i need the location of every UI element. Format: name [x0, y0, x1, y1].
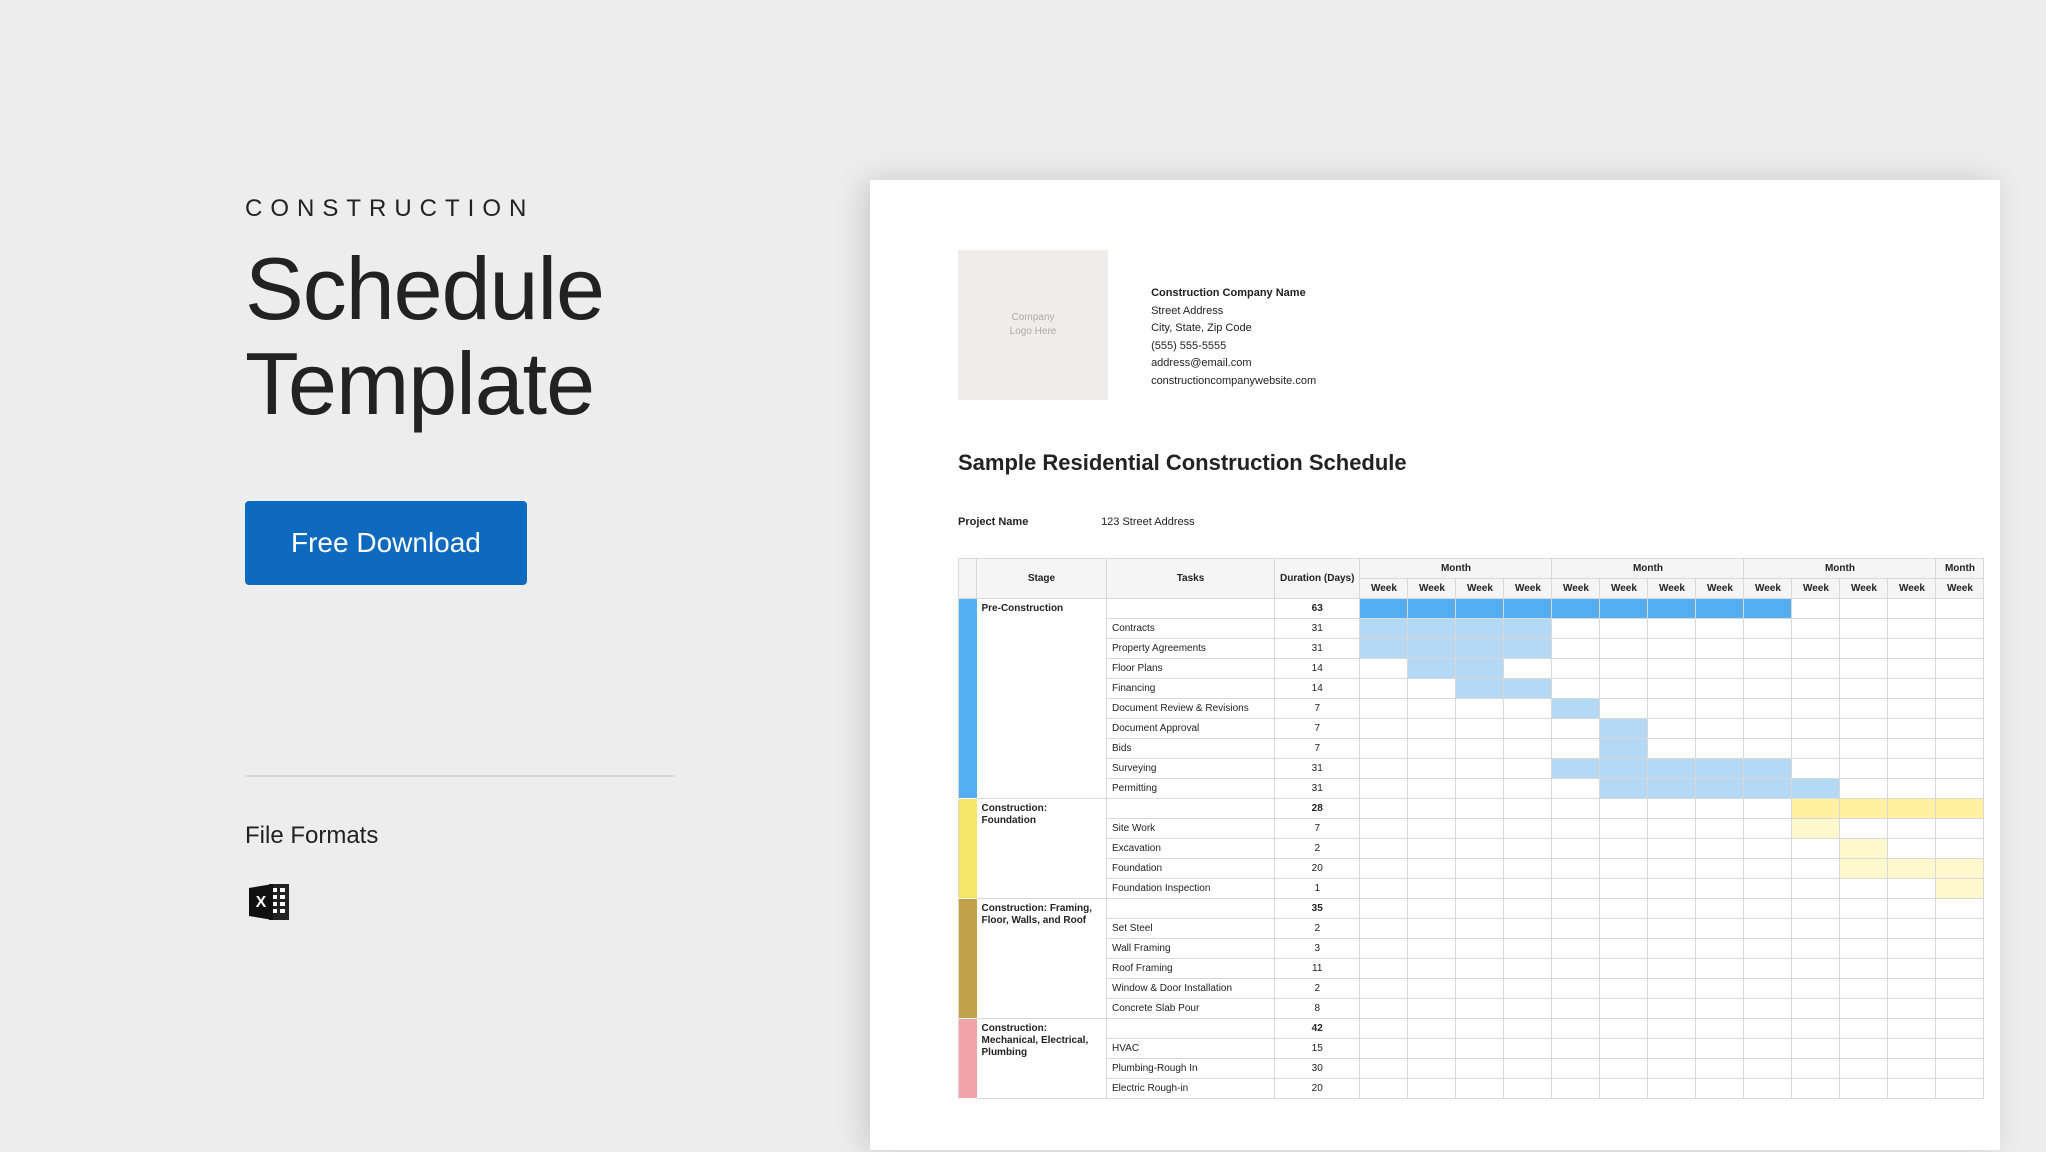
company-city: City, State, Zip Code	[1151, 320, 1316, 338]
gantt-table: StageTasksDuration (Days)MonthMonthMonth…	[958, 558, 1984, 1099]
document-preview: Company Logo Here Construction Company N…	[870, 180, 2000, 1150]
project-name-label: Project Name	[958, 516, 1098, 528]
divider	[245, 775, 675, 777]
document-title: Sample Residential Construction Schedule	[958, 450, 2000, 476]
logo-placeholder: Company Logo Here	[958, 250, 1108, 400]
project-name-value: 123 Street Address	[1101, 516, 1195, 528]
page-title: Schedule Template	[245, 241, 745, 431]
free-download-button[interactable]: Free Download	[245, 501, 527, 585]
company-street: Street Address	[1151, 303, 1316, 321]
left-panel: CONSTRUCTION Schedule Template Free Down…	[245, 195, 745, 926]
excel-icon: X	[245, 878, 293, 926]
svg-text:X: X	[256, 894, 267, 911]
project-row: Project Name 123 Street Address	[958, 516, 2000, 528]
eyebrow: CONSTRUCTION	[245, 195, 745, 223]
company-name: Construction Company Name	[1151, 285, 1316, 303]
company-email: address@email.com	[1151, 355, 1316, 373]
company-web: constructioncompanywebsite.com	[1151, 373, 1316, 391]
file-formats-label: File Formats	[245, 822, 745, 850]
company-info: Construction Company Name Street Address…	[1151, 285, 1316, 391]
logo-placeholder-text: Company Logo Here	[1010, 311, 1057, 339]
company-phone: (555) 555-5555	[1151, 338, 1316, 356]
